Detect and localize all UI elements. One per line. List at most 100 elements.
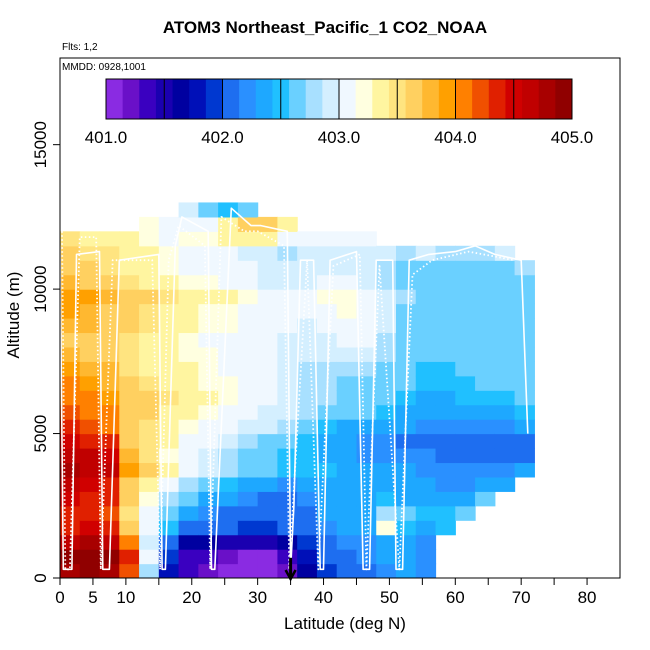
- heatmap-cell: [158, 549, 180, 565]
- heatmap-cell: [257, 346, 279, 362]
- heatmap-cell: [119, 419, 140, 435]
- heatmap-cell: [218, 491, 239, 507]
- heatmap-cell: [494, 289, 516, 305]
- heatmap-cell: [494, 390, 516, 406]
- heatmap-cell: [99, 390, 120, 406]
- heatmap-cell: [316, 491, 338, 507]
- heatmap-cell: [415, 332, 437, 348]
- heatmap-cell: [376, 433, 397, 449]
- heatmap-cell: [396, 332, 417, 348]
- heatmap-cell: [475, 332, 496, 348]
- heatmap-cell: [277, 419, 298, 435]
- heatmap-cell: [435, 390, 456, 406]
- heatmap-cell: [316, 462, 338, 478]
- heatmap-cell: [396, 563, 417, 578]
- x-tick-label: 20: [182, 588, 201, 607]
- heatmap-cell: [158, 476, 180, 492]
- heatmap-cell: [494, 462, 516, 478]
- y-tick-label: 0: [31, 573, 50, 582]
- heatmap-cell: [415, 476, 437, 492]
- heatmap-cell: [336, 491, 358, 507]
- heatmap-cell: [99, 361, 120, 377]
- heatmap-cell: [396, 260, 417, 276]
- heatmap-cell: [297, 303, 318, 319]
- heatmap-cell: [257, 448, 279, 464]
- heatmap-cell: [237, 318, 259, 334]
- heatmap-cell: [178, 216, 199, 232]
- heatmap-cell: [336, 231, 358, 247]
- heatmap-cell: [119, 303, 140, 319]
- heatmap-cell: [455, 419, 476, 435]
- heatmap-cell: [336, 563, 358, 578]
- heatmap-cell: [415, 549, 437, 565]
- heatmap-cell: [297, 419, 318, 435]
- heatmap-cell: [277, 549, 298, 565]
- heatmap-cell: [396, 303, 417, 319]
- heatmap-cell: [455, 433, 476, 449]
- heatmap-cell: [79, 361, 101, 377]
- heatmap-cell: [257, 433, 279, 449]
- heatmap-cell: [336, 520, 358, 536]
- heatmap-cell: [178, 332, 199, 348]
- heatmap-cell: [316, 433, 338, 449]
- heatmap-cell: [494, 419, 516, 435]
- heatmap-cell: [435, 318, 456, 334]
- heatmap-cell: [297, 361, 318, 377]
- heatmap-cell: [297, 534, 318, 550]
- arrow-head: [284, 569, 297, 582]
- heatmap-cell: [60, 462, 81, 478]
- heatmap-cell: [435, 274, 456, 290]
- heatmap-cell: [139, 260, 160, 276]
- heatmap-cell: [297, 520, 318, 536]
- heatmap-cell: [316, 274, 338, 290]
- heatmap-cell: [178, 390, 199, 406]
- flight-track-solid: [60, 207, 529, 571]
- heatmap-cell: [79, 462, 101, 478]
- heatmap-cell: [158, 245, 180, 261]
- heatmap-cell: [277, 375, 298, 391]
- heatmap-cell: [198, 404, 219, 420]
- heatmap-cell: [316, 289, 338, 305]
- heatmap-cell: [257, 318, 279, 334]
- heatmap-cell: [356, 505, 377, 521]
- heatmap-cell: [415, 404, 437, 420]
- heatmap-cell: [376, 549, 397, 565]
- heatmap-cell: [415, 563, 437, 578]
- heatmap-cell: [158, 289, 180, 305]
- heatmap-cell: [218, 476, 239, 492]
- heatmap-cell: [277, 390, 298, 406]
- heatmap-cell: [514, 289, 535, 305]
- heatmap-cell: [218, 231, 239, 247]
- heatmap-cell: [455, 505, 476, 521]
- heatmap-cell: [257, 476, 279, 492]
- heatmap-cell: [178, 476, 199, 492]
- heatmap-cell: [178, 346, 199, 362]
- heatmap-cell: [356, 520, 377, 536]
- heatmap-cell: [435, 404, 456, 420]
- heatmap-cell: [356, 231, 377, 247]
- heatmap-cell: [475, 260, 496, 276]
- heatmap-cell: [297, 549, 318, 565]
- heatmap-cell: [60, 505, 81, 521]
- heatmap-cell: [336, 289, 358, 305]
- colorbar-frame: [105, 78, 573, 120]
- heatmap-cell: [178, 361, 199, 377]
- colorbar-swatch: [172, 79, 190, 119]
- heatmap-cell: [60, 534, 81, 550]
- heatmap-cell: [277, 361, 298, 377]
- heatmap-cell: [475, 346, 496, 362]
- heatmap-cell: [60, 419, 81, 435]
- heatmap-cell: [237, 505, 259, 521]
- colorbar-swatch: [106, 79, 124, 119]
- heatmap-cell: [158, 332, 180, 348]
- heatmap-cell: [237, 202, 259, 218]
- heatmap-cell: [79, 260, 101, 276]
- heatmap-cell: [356, 332, 377, 348]
- heatmap-cell: [376, 520, 397, 536]
- heatmap-cell: [277, 462, 298, 478]
- heatmap-cell: [60, 390, 81, 406]
- heatmap-cell: [119, 433, 140, 449]
- heatmap-cell: [415, 260, 437, 276]
- heatmap-cell: [99, 491, 120, 507]
- heatmap-cell: [376, 419, 397, 435]
